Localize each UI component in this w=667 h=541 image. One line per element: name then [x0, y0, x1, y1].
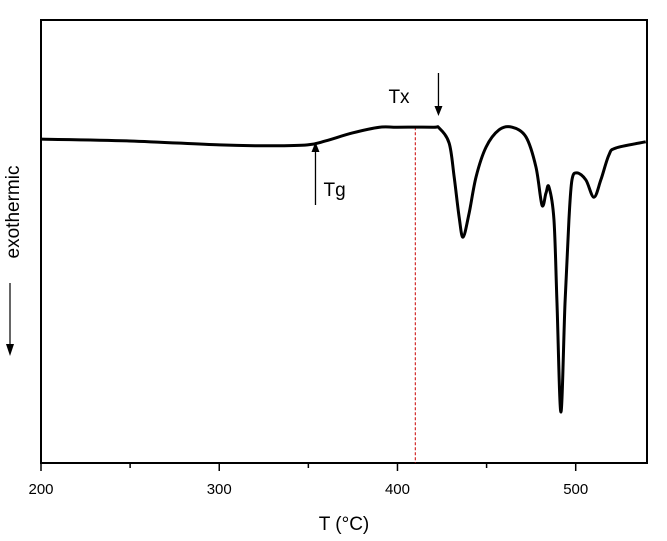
tg-arrow-head-icon	[311, 142, 320, 152]
y-axis-down-arrow-icon	[6, 283, 14, 356]
x-axis-title: T (°C)	[319, 514, 370, 535]
x-tick-label: 300	[207, 481, 232, 498]
x-tick-label: 400	[385, 481, 410, 498]
x-tick-label: 200	[28, 481, 53, 498]
tx-arrow-head-icon	[434, 106, 443, 116]
y-axis-title: exothermic	[3, 166, 24, 259]
dsc-curve-line	[40, 125, 647, 414]
tx-label: Tx	[388, 87, 410, 108]
tg-label: Tg	[323, 180, 345, 201]
plot-frame	[40, 19, 648, 464]
x-tick-label: 500	[563, 481, 588, 498]
